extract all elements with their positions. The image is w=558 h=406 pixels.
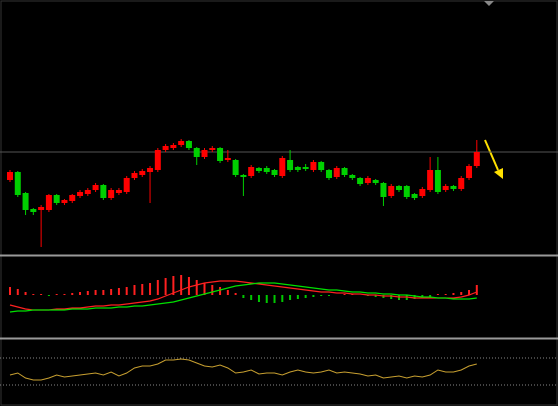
candle-body bbox=[271, 170, 278, 175]
candle-body bbox=[255, 168, 262, 171]
candle-body bbox=[357, 178, 364, 184]
candle-body bbox=[287, 160, 294, 170]
candle-body bbox=[201, 150, 208, 157]
candle-body bbox=[294, 167, 301, 170]
candle-body bbox=[466, 166, 473, 178]
candle-body bbox=[263, 168, 270, 172]
scroll-marker bbox=[484, 1, 494, 6]
candle-body bbox=[131, 173, 138, 178]
candle-body bbox=[123, 178, 130, 192]
candle-body bbox=[248, 167, 255, 176]
candle-body bbox=[442, 186, 449, 190]
arrow-shaft bbox=[484, 139, 499, 171]
candle-body bbox=[22, 193, 29, 210]
candle-body bbox=[147, 168, 154, 172]
candle-body bbox=[380, 183, 387, 197]
candle-body bbox=[318, 162, 325, 170]
candle-body bbox=[217, 148, 224, 161]
candle-body bbox=[240, 175, 247, 177]
candle-body bbox=[333, 168, 340, 177]
candle-body bbox=[38, 207, 45, 210]
candle-body bbox=[419, 189, 426, 196]
candle-body bbox=[108, 190, 115, 198]
candle-body bbox=[427, 170, 434, 190]
candle-body bbox=[92, 185, 99, 190]
candle-body bbox=[178, 141, 185, 145]
candle-body bbox=[209, 148, 216, 150]
candle-body bbox=[434, 170, 441, 192]
candle-body bbox=[450, 186, 457, 189]
candle-body bbox=[310, 162, 317, 170]
candle-body bbox=[349, 175, 356, 178]
candle-body bbox=[364, 178, 371, 183]
candle-body bbox=[170, 145, 177, 148]
candle-body bbox=[185, 141, 192, 148]
candle-body bbox=[325, 170, 332, 178]
candle-body bbox=[458, 178, 465, 189]
candle-body bbox=[77, 192, 84, 196]
candle-body bbox=[372, 180, 379, 183]
candle-body bbox=[45, 195, 52, 210]
candle-body bbox=[84, 190, 91, 194]
arrow bbox=[484, 139, 503, 179]
indicator-line bbox=[9, 282, 477, 313]
candle-body bbox=[224, 158, 231, 160]
candle-body bbox=[473, 152, 480, 166]
candle-body bbox=[162, 146, 169, 150]
candle-body bbox=[396, 186, 402, 190]
candle-body bbox=[7, 172, 13, 180]
candle-body bbox=[193, 148, 200, 157]
candle-body bbox=[69, 195, 76, 201]
candle-body bbox=[53, 195, 60, 203]
candle-body bbox=[154, 150, 161, 170]
candle-body bbox=[279, 158, 286, 176]
indicator-line bbox=[9, 280, 478, 311]
candle-body bbox=[100, 185, 107, 198]
candle-body bbox=[341, 168, 348, 175]
candle-body bbox=[61, 200, 68, 203]
candle-body bbox=[388, 186, 395, 196]
candle-body bbox=[411, 194, 418, 198]
candle-body bbox=[232, 160, 239, 175]
candle-body bbox=[115, 190, 122, 193]
candle-body bbox=[302, 167, 309, 169]
candle-body bbox=[139, 171, 146, 175]
arrow-head bbox=[494, 168, 503, 179]
candle-body bbox=[14, 172, 21, 195]
candle-body bbox=[30, 209, 37, 212]
oscillator-line bbox=[9, 358, 477, 381]
candle-body bbox=[403, 186, 410, 197]
